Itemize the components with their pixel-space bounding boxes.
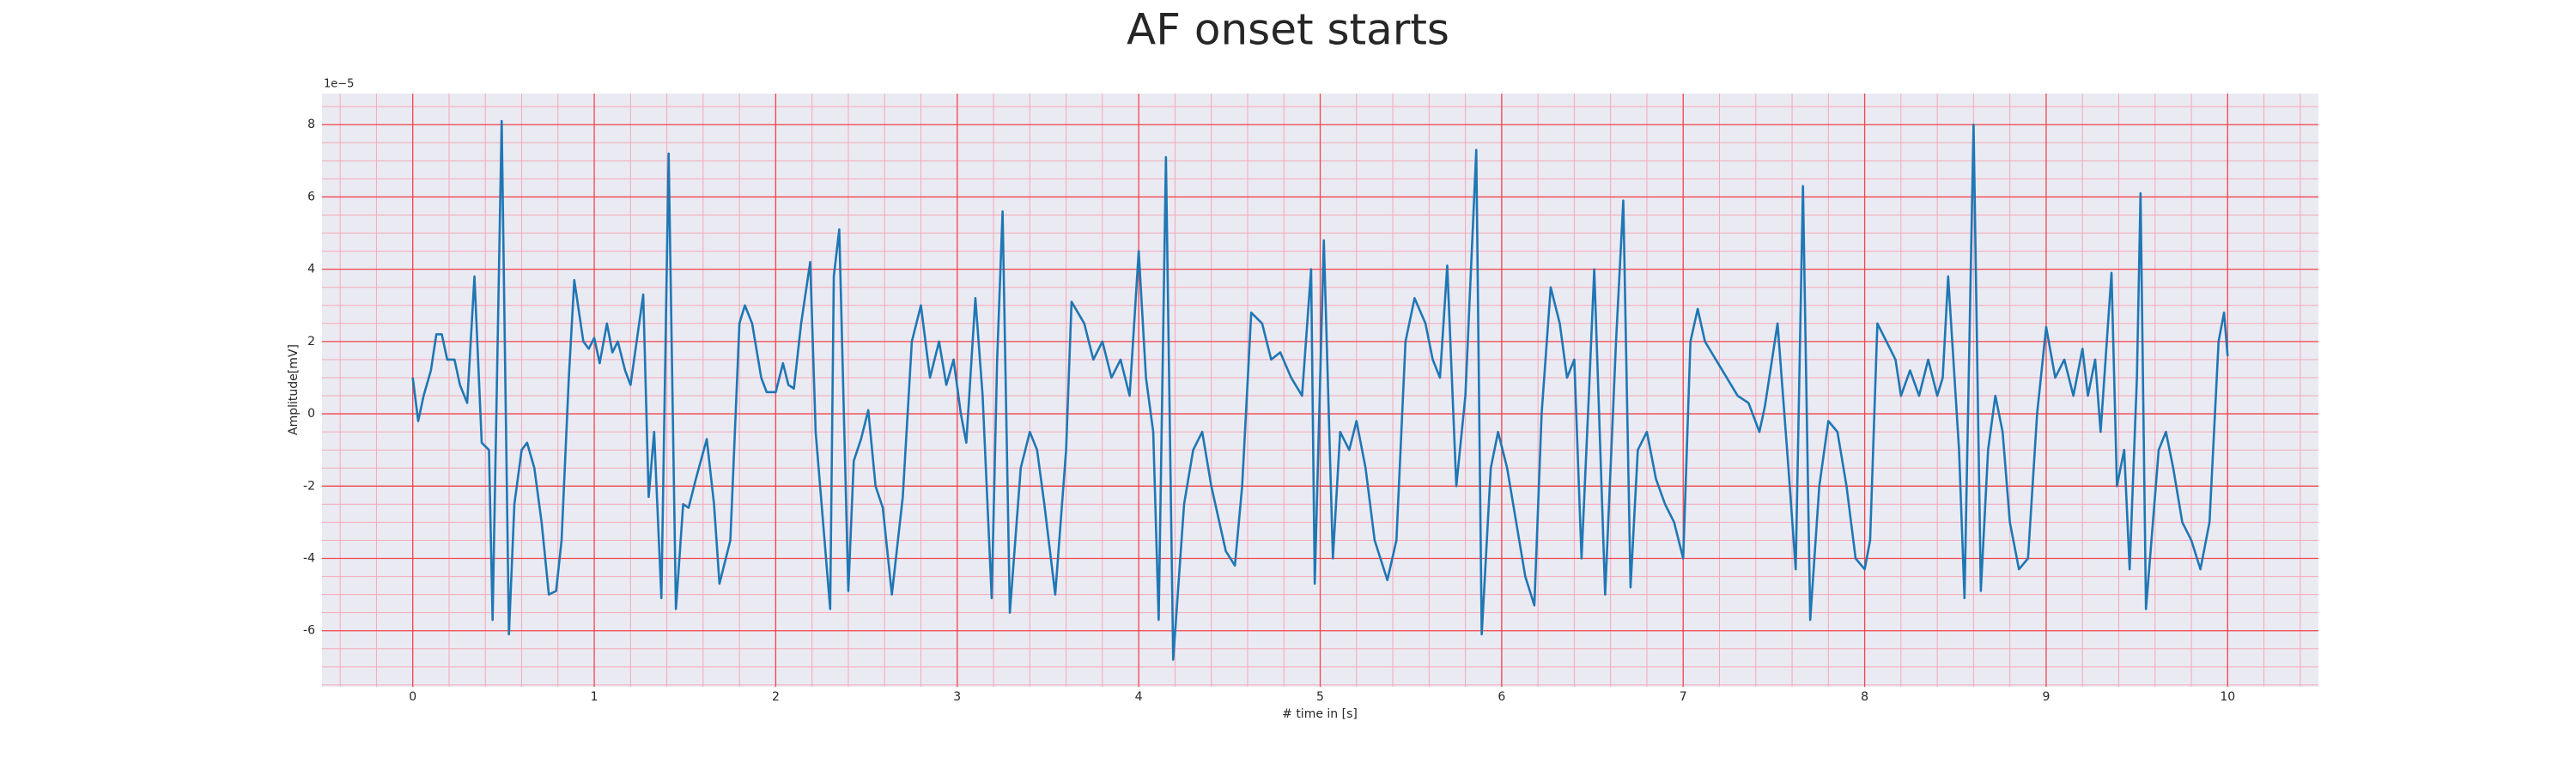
marks <box>411 119 2229 661</box>
y-tick-label: 8 <box>307 118 315 131</box>
x-tick-label: 7 <box>1680 690 1687 704</box>
y-axis-label: Amplitude[mV] <box>287 344 301 435</box>
x-tick-label: 2 <box>772 690 780 704</box>
y-tick-label: -4 <box>303 552 315 566</box>
y-tick-label: -6 <box>303 624 315 638</box>
y-tick-label: 0 <box>307 407 315 421</box>
x-tick-label: 5 <box>1316 690 1324 704</box>
y-tick-label: -2 <box>303 479 315 493</box>
y-offset-label: 1e−5 <box>324 78 354 91</box>
y-tick-label: 4 <box>307 263 315 276</box>
x-tick-label: 4 <box>1135 690 1143 704</box>
x-tick-label: 10 <box>2220 690 2235 704</box>
y-tick-label: 6 <box>307 190 315 203</box>
y-tick-label: 2 <box>307 335 315 349</box>
x-tick-label: 0 <box>409 690 416 704</box>
x-tick-label: 9 <box>2042 690 2050 704</box>
x-tick-label: 1 <box>591 690 598 704</box>
x-tick-label: 3 <box>953 690 961 704</box>
line-series <box>411 119 2229 661</box>
x-axis-label: # time in [s] <box>1282 707 1358 721</box>
x-tick-label: 6 <box>1498 690 1505 704</box>
chart-title: AF onset starts <box>1127 5 1449 55</box>
x-tick-label: 8 <box>1861 690 1868 704</box>
